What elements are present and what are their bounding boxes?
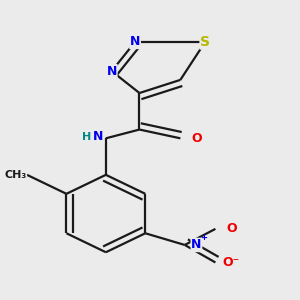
- Text: +: +: [200, 233, 207, 242]
- Text: N: N: [130, 35, 140, 48]
- Text: H: H: [82, 132, 92, 142]
- Text: O: O: [226, 222, 237, 236]
- Text: N: N: [191, 238, 202, 251]
- Text: N: N: [106, 64, 117, 78]
- Text: O⁻: O⁻: [223, 256, 240, 269]
- Text: CH₃: CH₃: [4, 170, 26, 180]
- Text: N: N: [93, 130, 104, 143]
- Text: S: S: [200, 35, 210, 49]
- Text: O: O: [191, 132, 202, 145]
